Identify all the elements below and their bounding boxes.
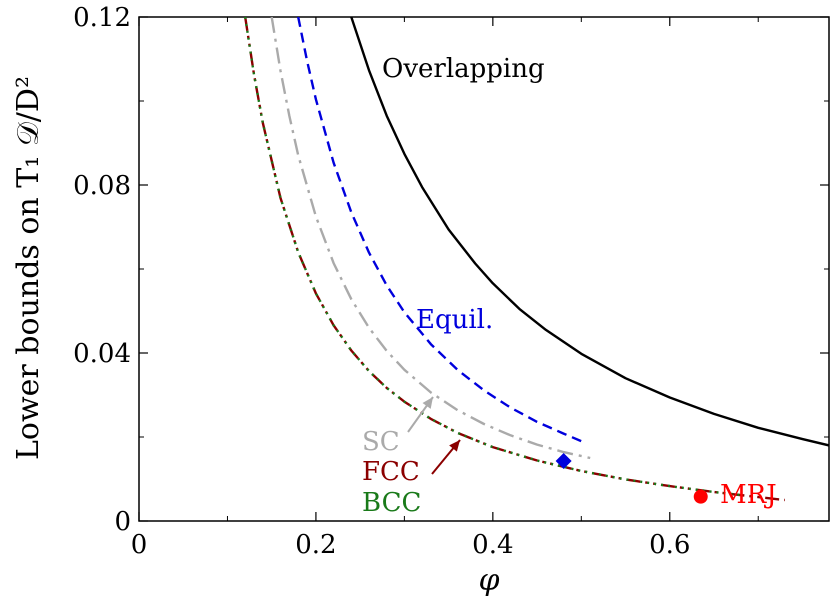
x-tick-label: 0.2 [295,530,336,560]
y-tick-label: 0 [114,507,131,537]
series-overlapping-line [350,17,829,447]
label-bcc: BCC [362,488,421,518]
series-fcc-line [244,17,785,502]
axis-ticks: 0 0.2 0.4 0.6 0 0.04 0.08 0.12 [73,3,829,560]
fcc-arrow-head [449,440,460,452]
equil-diamond-marker [555,452,572,469]
label-sc: SC [362,427,400,457]
sc-arrow-head [422,397,433,409]
label-fcc: FCC [362,457,420,487]
y-axis-title: Lower bounds on T₁ 𝒟/D² [11,76,46,460]
y-tick-label: 0.04 [73,339,131,369]
x-tick-label: 0.6 [649,530,690,560]
series-layer [244,17,829,502]
y-tick-label: 0.12 [73,3,131,33]
series-sc-line [270,17,591,460]
label-overlapping: Overlapping [382,54,545,84]
marker-layer [555,452,708,504]
x-tick-label: 0 [131,530,148,560]
mrj-circle-marker [693,489,708,504]
arrow-layer [407,396,461,475]
label-equil: Equil. [416,305,493,335]
series-bcc-line [244,17,741,497]
x-axis-title: φ [478,563,499,597]
plot-frame [138,16,830,522]
x-tick-label: 0.4 [472,530,513,560]
label-mrj: MRJ [720,480,777,510]
y-tick-label: 0.08 [73,171,131,201]
